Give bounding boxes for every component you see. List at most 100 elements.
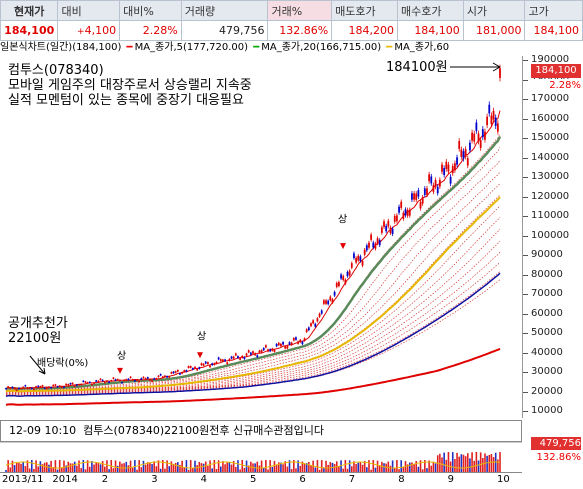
volume-bar: [235, 466, 237, 473]
candle-body: [318, 313, 321, 317]
volume-bar: [125, 461, 128, 473]
date-tick: 2: [101, 474, 109, 485]
candle-body: [24, 385, 27, 387]
candle-body: [11, 386, 14, 388]
candle-body: [481, 129, 484, 138]
candle-body: [106, 380, 108, 383]
candle-body: [20, 387, 22, 389]
volume-bar: [456, 452, 458, 473]
candle-body: [256, 355, 259, 358]
volume-bar: [494, 452, 497, 473]
up-arrow-icon: +: [77, 27, 85, 37]
candle-body: [288, 342, 291, 345]
candle-body: [374, 243, 377, 249]
volume-bar: [359, 462, 362, 473]
candle-body: [232, 356, 235, 359]
volume-bar: [297, 460, 299, 473]
ma-fan-line: [5, 147, 501, 390]
candle-body: [295, 337, 297, 340]
price-tick: 100000: [522, 229, 570, 241]
candle-body: [179, 373, 181, 375]
recommend-arrow-icon: [38, 367, 46, 375]
candle-body: [52, 384, 55, 387]
candle-body: [209, 365, 211, 368]
candle-body: [406, 209, 409, 216]
volume-bar: [82, 460, 85, 473]
candle-body: [458, 141, 461, 149]
volume-bar: [189, 460, 192, 473]
candle-body: [249, 352, 252, 355]
candle-body: [460, 149, 463, 157]
candle-body: [140, 378, 143, 380]
candle-body: [99, 378, 102, 381]
candle-body: [211, 363, 214, 366]
candle-body: [133, 380, 136, 382]
volume-bar: [213, 460, 216, 473]
legend-ma5-marker: ━: [126, 42, 133, 53]
volume-bar: [28, 468, 31, 473]
candle-body: [486, 116, 489, 126]
candle-body: [93, 382, 95, 384]
candle-body: [494, 117, 497, 126]
volume-bar: [430, 465, 433, 473]
volume-current-box: 479,756: [531, 437, 581, 450]
volume-bar: [342, 468, 345, 473]
news-ticker[interactable]: 12-09 10:10 컴투스(078340)22100원전후 신규매수관점입니…: [0, 420, 522, 442]
candle-body: [310, 323, 312, 327]
volume-bar: [5, 470, 7, 473]
volume-bar: [393, 468, 396, 473]
candle-body: [428, 174, 431, 182]
candle-body: [475, 122, 478, 131]
volume-bar: [486, 455, 488, 473]
date-tick: 9: [447, 474, 454, 485]
candle-body: [26, 387, 29, 389]
volume-bar: [144, 464, 147, 473]
volume-bar: [73, 461, 76, 473]
volume-bar: [370, 469, 372, 473]
volume-bar: [101, 461, 104, 473]
annotation-line-1: 컴투스(078340): [8, 63, 104, 78]
price-tick: 140000: [522, 151, 570, 163]
annotation-line-2: 모바일 게임주의 대장주로서 상승랠리 지속중: [8, 78, 252, 93]
volume-bar: [226, 462, 229, 473]
volume-bar: [9, 467, 12, 473]
header-current: 현재가: [0, 0, 59, 21]
volume-bar: [211, 468, 213, 473]
volume-bar: [454, 459, 456, 473]
candle-body: [303, 338, 306, 341]
candle-body: [413, 193, 415, 200]
volume-bar: [172, 463, 175, 473]
volume-bar: [353, 461, 355, 473]
volume-bar: [80, 468, 82, 473]
candle-body: [389, 227, 392, 233]
candle-body: [241, 355, 244, 358]
candle-body: [22, 386, 25, 388]
volume-bar: [434, 463, 437, 473]
candle-body: [151, 380, 153, 382]
candle-body: [258, 350, 261, 353]
up-mark-label: 상: [338, 214, 347, 226]
candle-body: [206, 362, 209, 365]
volume-bar: [136, 469, 138, 473]
volume-bar: [116, 465, 119, 473]
ma-fan-line: [5, 159, 501, 390]
candle-body: [423, 188, 426, 195]
value-volume-pct: 132.86%: [267, 20, 333, 41]
value-change-pct: 2.28%: [119, 20, 182, 41]
candle-body: [271, 348, 274, 351]
candle-body: [441, 164, 443, 172]
volume-bar: [91, 461, 93, 473]
volume-bar: [106, 460, 108, 473]
volume-bar: [290, 469, 293, 473]
volume-bar: [108, 469, 110, 473]
value-open: 181,000: [462, 20, 526, 41]
candle-body: [82, 380, 85, 383]
candle-body: [305, 329, 308, 332]
volume-bar: [318, 469, 321, 473]
candle-body: [101, 379, 104, 382]
volume-bar: [479, 452, 482, 473]
candle-body: [69, 383, 72, 385]
volume-bar: [33, 468, 35, 473]
volume-bar: [24, 466, 27, 473]
